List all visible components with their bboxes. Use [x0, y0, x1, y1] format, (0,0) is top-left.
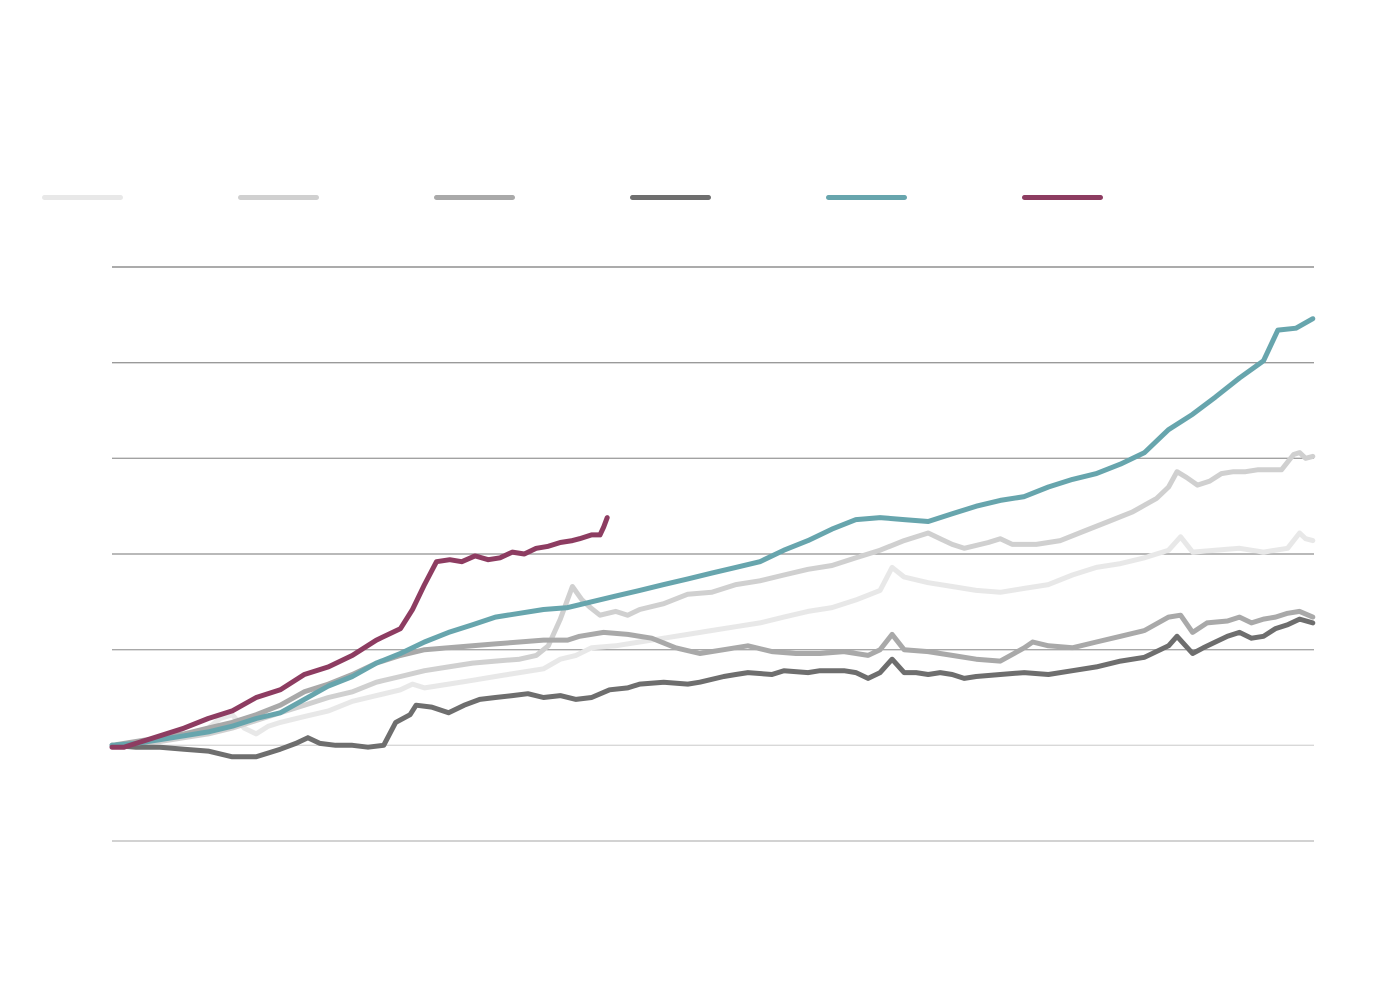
series-group — [109, 316, 1316, 760]
legend-swatch-light-gray — [238, 195, 319, 200]
series-line-light-gray — [109, 450, 1316, 748]
gridlines-group — [112, 266, 1314, 842]
legend-swatch-teal — [826, 195, 907, 200]
legend-swatch-lightest-gray — [42, 195, 123, 200]
legend-swatch-medium-gray — [434, 195, 515, 200]
legend-swatch-dark-gray — [630, 195, 711, 200]
series-line-teal — [109, 316, 1316, 748]
series-line-maroon — [109, 515, 610, 750]
series-line-lightest-gray — [109, 530, 1316, 748]
series-line-dark-gray — [109, 616, 1316, 760]
legend-swatch-maroon — [1022, 195, 1103, 200]
